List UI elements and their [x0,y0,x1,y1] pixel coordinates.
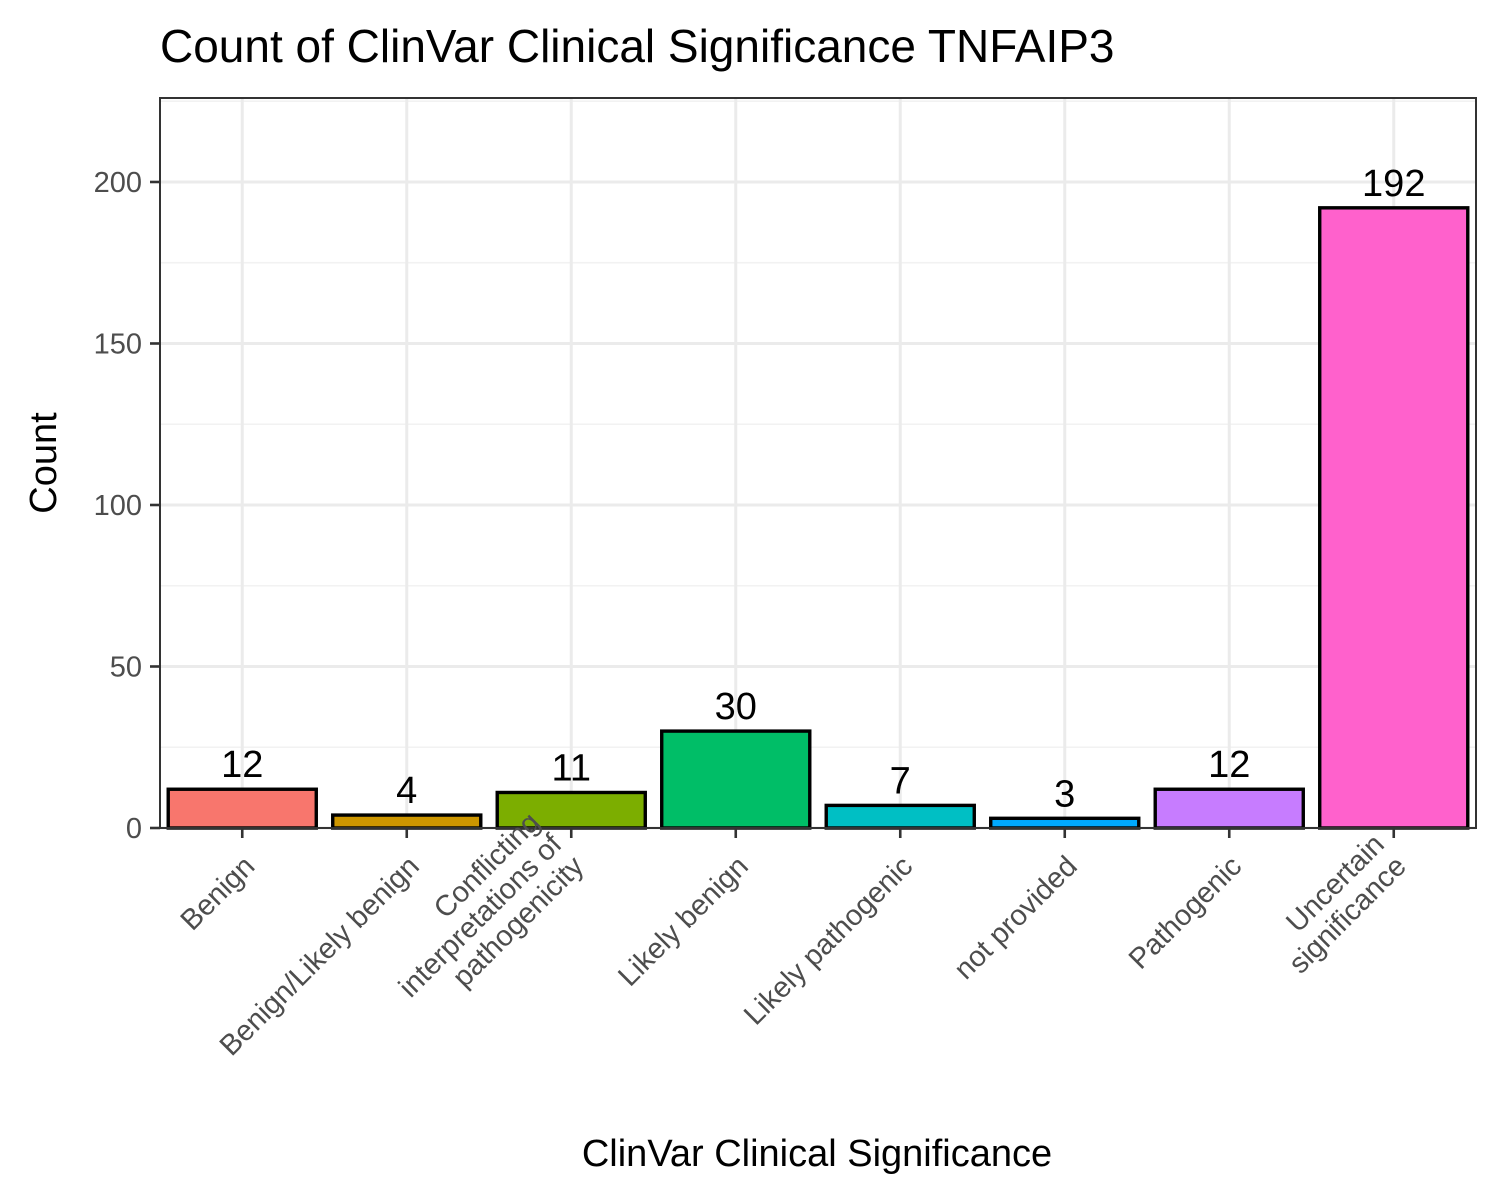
bar-value-label: 12 [221,744,263,786]
bar-value-label: 12 [1208,744,1250,786]
bar-value-label: 192 [1362,163,1425,205]
x-tick-label: Benign [175,850,261,936]
bar-2 [495,790,647,830]
x-tick-label-line: Pathogenic [1123,850,1248,975]
x-tick-label: Uncertainsignificance [1261,828,1413,980]
panel-background [160,98,1476,828]
x-tick-label: not provided [948,850,1083,985]
bar-1 [331,813,483,830]
bar-6 [1153,787,1305,830]
x-tick-label-line: not provided [948,850,1083,985]
x-tick-label-line: Likely pathogenic [738,850,919,1031]
bar-3 [660,729,812,830]
bar-value-label: 3 [1054,773,1075,815]
bar-7 [1318,206,1470,830]
y-tick-label: 0 [126,813,142,845]
bar-value-label: 30 [715,686,757,728]
x-tick-label: Likely pathogenic [738,850,919,1031]
bar-value-label: 4 [396,770,417,812]
y-tick-label: 150 [94,328,142,360]
y-axis-title: Count [23,412,65,514]
chart-title: Count of ClinVar Clinical Significance T… [160,20,1115,72]
bar-5 [989,816,1141,830]
y-tick-label: 50 [110,651,142,683]
bar-4 [824,803,976,830]
bar-0 [166,787,318,830]
x-axis-title: ClinVar Clinical Significance [582,1133,1052,1175]
x-tick-label-line: Likely benign [612,850,754,992]
bar-value-label: 11 [552,747,591,789]
x-tick-label-line: Benign [175,850,261,936]
panel-border [159,97,1477,829]
y-tick-label: 100 [94,490,142,522]
x-tick-label: Pathogenic [1123,850,1248,975]
bar-value-label: 7 [890,760,911,802]
x-tick-label: Conflictinginterpretations ofpathogenici… [371,806,591,1026]
y-tick-label: 200 [94,167,142,199]
x-tick-label: Likely benign [612,850,754,992]
